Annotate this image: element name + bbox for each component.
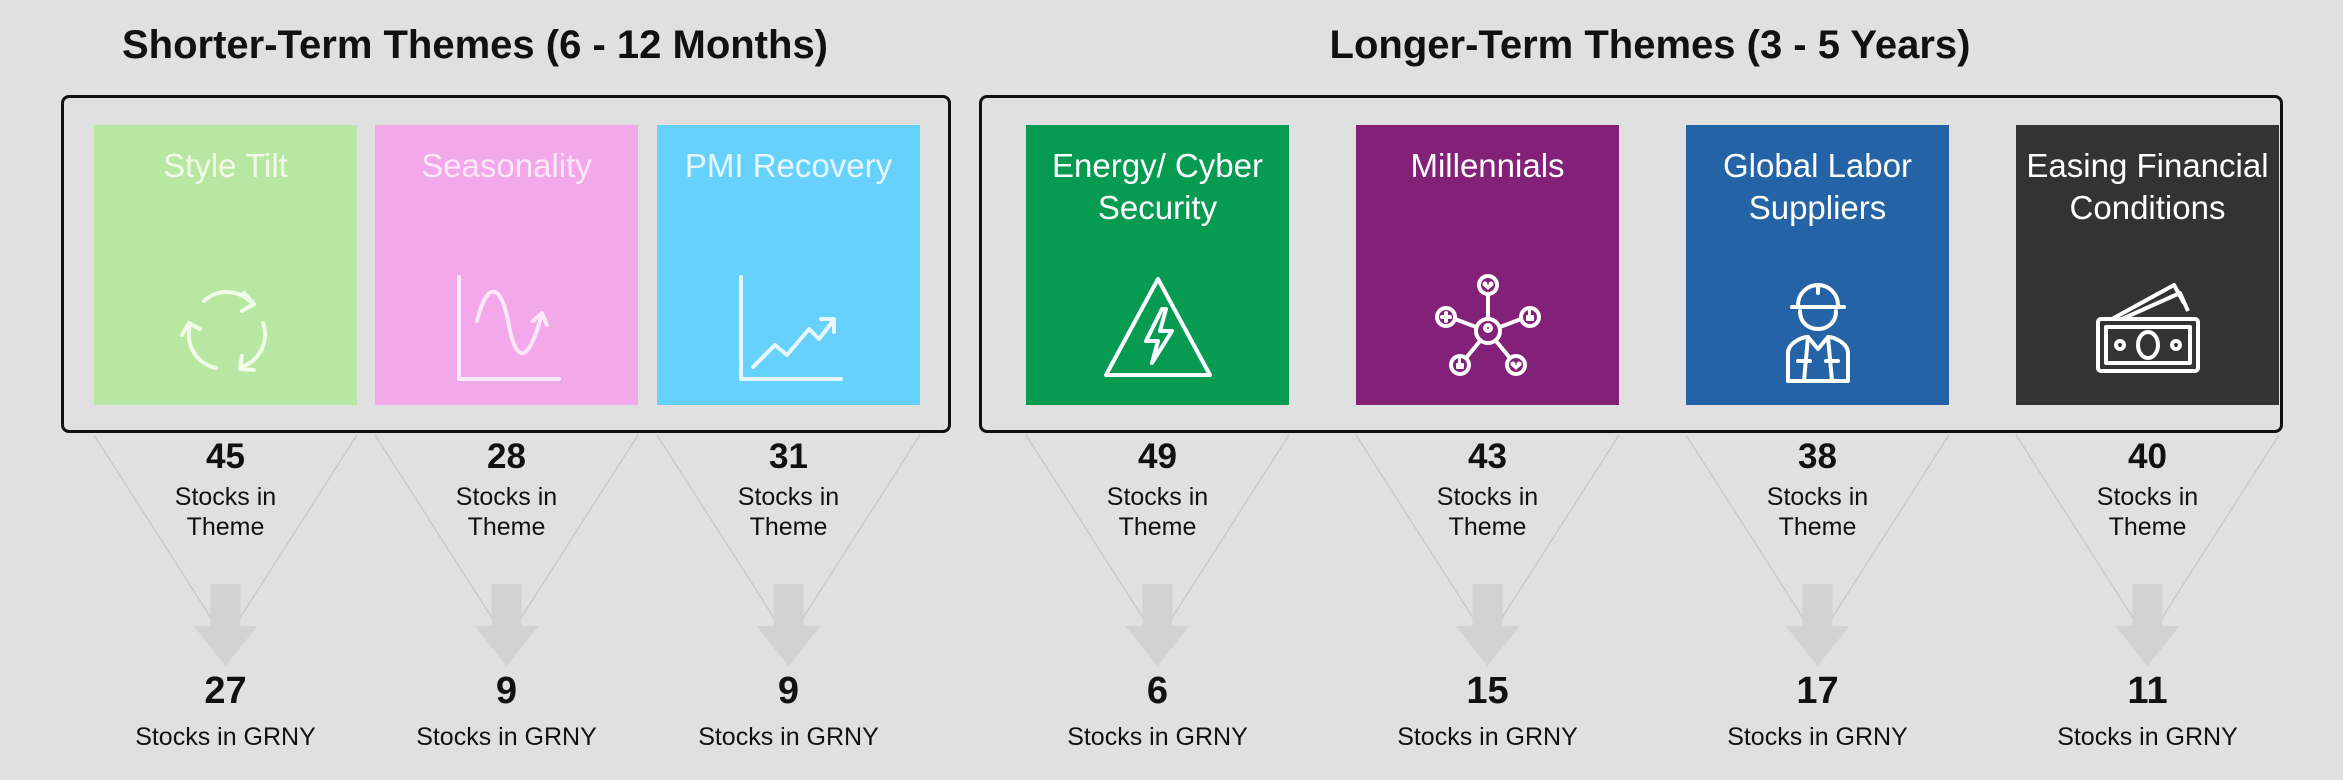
stocks-in-grny-label: Stocks in GRNY (135, 723, 316, 751)
theme-label: Seasonality (421, 147, 592, 184)
stocks-in-theme-label: Stocks in Theme (737, 483, 840, 541)
theme-label: Easing Financial Conditions (2026, 147, 2269, 226)
funnel-line (93, 434, 219, 629)
stocks-in-theme-label: Stocks in Theme (1106, 483, 1209, 541)
long-term-group-title: Longer-Term Themes (3 - 5 Years) (1329, 23, 1971, 67)
stocks-in-grny-count: 11 (2127, 670, 2168, 712)
stocks-in-theme-label: Stocks in Theme (455, 483, 558, 541)
wave-chart-icon (447, 271, 567, 391)
theme-label: Energy/ Cyber Security (1052, 147, 1263, 226)
stocks-in-theme-count: 28 (487, 437, 526, 476)
social-network-icon (1428, 271, 1548, 391)
stocks-in-grny-count: 9 (777, 670, 800, 712)
warning-lightning-icon (1098, 271, 1218, 391)
stocks-in-grny-label: Stocks in GRNY (2057, 723, 2238, 751)
funnel-line (1494, 434, 1620, 629)
line-chart-up-icon (729, 271, 849, 391)
funnel-line (795, 434, 921, 629)
theme-tile: Seasonality (375, 125, 638, 405)
down-arrow-icon (193, 584, 258, 666)
down-arrow-icon (756, 584, 821, 666)
long-term-group-box (979, 95, 2283, 433)
theme-label: Millennials (1410, 147, 1565, 184)
stocks-in-theme-count: 49 (1138, 437, 1177, 476)
stocks-in-grny-label: Stocks in GRNY (1067, 723, 1248, 751)
funnel-line (2154, 434, 2280, 629)
funnel-line (1824, 434, 1950, 629)
stocks-in-theme-count: 40 (2128, 437, 2167, 476)
short-term-group-title: Shorter-Term Themes (6 - 12 Months) (121, 23, 829, 67)
down-arrow-icon (1785, 584, 1850, 666)
funnel-line (1685, 434, 1811, 629)
funnel-line (656, 434, 782, 629)
stocks-in-grny-count: 6 (1146, 670, 1169, 712)
stocks-in-grny-count: 9 (495, 670, 518, 712)
stocks-in-grny-label: Stocks in GRNY (698, 723, 879, 751)
funnel-line (513, 434, 639, 629)
stocks-in-theme-label: Stocks in Theme (1766, 483, 1869, 541)
funnel-line (1355, 434, 1481, 629)
down-arrow-icon (2115, 584, 2180, 666)
theme-tile: Easing Financial Conditions (2016, 125, 2279, 405)
theme-label: Style Tilt (163, 147, 288, 184)
stocks-in-grny-count: 27 (204, 670, 247, 712)
theme-tile: PMI Recovery (657, 125, 920, 405)
stocks-in-grny-label: Stocks in GRNY (416, 723, 597, 751)
funnel-line (1025, 434, 1151, 629)
down-arrow-icon (1455, 584, 1520, 666)
down-arrow-icon (474, 584, 539, 666)
theme-tile: Millennials (1356, 125, 1619, 405)
funnel-line (374, 434, 500, 629)
cycle-arrows-icon (166, 271, 286, 391)
theme-tile: Energy/ Cyber Security (1026, 125, 1289, 405)
stocks-in-theme-count: 45 (206, 437, 245, 476)
stocks-in-grny-count: 17 (1796, 670, 1839, 712)
short-term-group-box (61, 95, 951, 433)
stocks-in-theme-label: Stocks in Theme (1436, 483, 1539, 541)
theme-label: PMI Recovery (684, 147, 893, 184)
funnel-line (2015, 434, 2141, 629)
stocks-in-theme-count: 43 (1468, 437, 1507, 476)
stocks-in-theme-label: Stocks in Theme (2096, 483, 2199, 541)
down-arrow-icon (1125, 584, 1190, 666)
cash-bills-icon (2088, 271, 2208, 391)
theme-label: Global Labor Suppliers (1723, 147, 1912, 226)
stocks-in-grny-label: Stocks in GRNY (1727, 723, 1908, 751)
theme-tile: Global Labor Suppliers (1686, 125, 1949, 405)
funnel-line (232, 434, 358, 629)
stocks-in-grny-label: Stocks in GRNY (1397, 723, 1578, 751)
theme-tile: Style Tilt (94, 125, 357, 405)
stocks-in-theme-count: 31 (769, 437, 808, 476)
funnel-line (1164, 434, 1290, 629)
construction-worker-icon (1758, 271, 1878, 391)
stocks-in-theme-count: 38 (1798, 437, 1837, 476)
stocks-in-grny-count: 15 (1466, 670, 1509, 712)
stocks-in-theme-label: Stocks in Theme (174, 483, 277, 541)
